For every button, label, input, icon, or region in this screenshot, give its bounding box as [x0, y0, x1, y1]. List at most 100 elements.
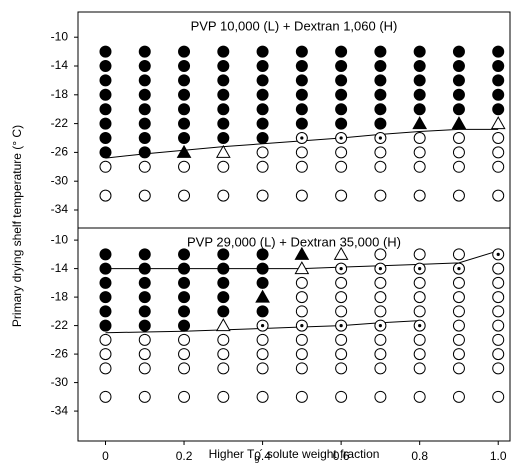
- point: [99, 103, 112, 116]
- point: [256, 390, 269, 403]
- point: [492, 88, 505, 101]
- point: [295, 362, 308, 375]
- point: [217, 390, 230, 403]
- point: [138, 262, 151, 275]
- point: [215, 144, 231, 158]
- point: [256, 248, 269, 261]
- point: [295, 88, 308, 101]
- point: [492, 291, 505, 304]
- point: [178, 74, 191, 87]
- point: [374, 45, 387, 58]
- point: [451, 116, 467, 130]
- point: [217, 45, 230, 58]
- point: [452, 146, 465, 159]
- y-tick-label: -14: [51, 261, 69, 275]
- point: [335, 60, 348, 72]
- point: [295, 146, 308, 159]
- point: [256, 160, 269, 173]
- point: [138, 160, 151, 173]
- point: [374, 117, 387, 130]
- point: [99, 146, 112, 159]
- point: [256, 45, 269, 58]
- point: [374, 333, 387, 346]
- point: [256, 103, 269, 116]
- point: [217, 117, 230, 130]
- point: [374, 146, 387, 159]
- point: [138, 248, 151, 261]
- point: [295, 74, 308, 87]
- point: [452, 88, 465, 101]
- point: [413, 103, 426, 116]
- point: [99, 132, 112, 144]
- point: [99, 319, 112, 332]
- point-dot: [300, 323, 304, 328]
- point: [256, 189, 269, 202]
- point: [374, 276, 387, 289]
- point: [178, 132, 191, 144]
- point: [217, 74, 230, 87]
- point: [99, 248, 112, 261]
- point: [99, 45, 112, 58]
- point: [217, 362, 230, 375]
- point-dot: [339, 267, 343, 271]
- point: [492, 333, 505, 346]
- point: [413, 88, 426, 101]
- point: [138, 189, 151, 202]
- point: [492, 132, 505, 144]
- point: [295, 305, 308, 318]
- panel-title: PVP 29,000 (L) + Dextran 35,000 (H): [187, 234, 401, 249]
- point: [217, 333, 230, 346]
- point: [178, 117, 191, 130]
- point: [99, 160, 112, 173]
- point: [178, 319, 191, 332]
- y-tick-label: -34: [51, 403, 69, 417]
- y-tick-label: -22: [51, 318, 69, 332]
- point: [176, 144, 192, 158]
- point: [294, 261, 310, 275]
- point: [452, 160, 465, 173]
- point: [178, 262, 191, 275]
- point: [490, 116, 506, 130]
- point: [178, 248, 191, 261]
- point: [295, 103, 308, 116]
- point: [256, 132, 269, 144]
- point: [99, 88, 112, 101]
- point: [413, 45, 426, 58]
- point: [178, 103, 191, 116]
- point: [178, 276, 191, 289]
- point: [374, 103, 387, 116]
- point: [413, 348, 426, 361]
- point: [99, 305, 112, 318]
- point: [492, 189, 505, 202]
- y-tick-label: -34: [51, 202, 69, 216]
- point: [138, 74, 151, 87]
- point: [452, 189, 465, 202]
- point: [374, 189, 387, 202]
- point: [374, 291, 387, 304]
- point: [255, 289, 270, 303]
- point: [452, 362, 465, 375]
- point: [256, 362, 269, 375]
- point: [295, 60, 308, 72]
- y-tick-label: -18: [51, 289, 69, 303]
- point: [138, 362, 151, 375]
- point: [256, 348, 269, 361]
- point: [178, 60, 191, 72]
- point: [452, 305, 465, 318]
- point-dot: [378, 136, 382, 140]
- point: [492, 362, 505, 375]
- point: [99, 362, 112, 375]
- point-dot: [339, 136, 343, 140]
- point: [335, 348, 348, 361]
- point: [374, 60, 387, 72]
- point: [335, 103, 348, 116]
- x-tick-label: 0.6: [333, 449, 350, 463]
- point: [215, 318, 231, 332]
- x-tick-label: 0.8: [411, 449, 428, 463]
- point: [294, 246, 310, 260]
- point: [217, 248, 230, 261]
- point: [335, 362, 348, 375]
- point: [217, 189, 230, 202]
- point: [413, 291, 426, 304]
- point: [374, 74, 387, 87]
